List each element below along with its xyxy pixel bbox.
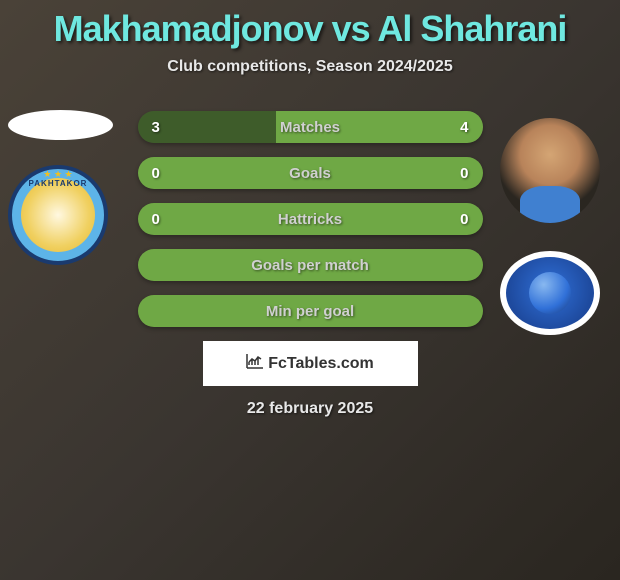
stat-left-value: 0 xyxy=(152,165,160,182)
stat-pill-hattricks: 0 Hattricks 0 xyxy=(138,203,483,235)
stat-right-value: 0 xyxy=(460,165,468,182)
comparison-date: 22 february 2025 xyxy=(0,400,620,418)
stat-pill-min-per-goal: Min per goal xyxy=(138,295,483,327)
stat-label: Matches xyxy=(280,119,340,136)
stat-row: 0 Hattricks 0 xyxy=(0,203,620,235)
comparison-title: Makhamadjonov vs Al Shahrani xyxy=(0,0,620,50)
stat-pill-goals: 0 Goals 0 xyxy=(138,157,483,189)
stat-pill-goals-per-match: Goals per match xyxy=(138,249,483,281)
stat-row: Goals per match xyxy=(0,249,620,281)
chart-icon xyxy=(246,353,264,374)
watermark-text: FcTables.com xyxy=(268,355,374,373)
stat-label: Goals xyxy=(289,165,331,182)
stat-row: 0 Goals 0 xyxy=(0,157,620,189)
stat-pill-matches: 3 Matches 4 xyxy=(138,111,483,143)
stats-container: 3 Matches 4 0 Goals 0 0 Hattricks 0 Goal… xyxy=(0,111,620,418)
watermark[interactable]: FcTables.com xyxy=(203,341,418,386)
stat-label: Goals per match xyxy=(251,257,369,274)
stat-left-value: 0 xyxy=(152,211,160,228)
comparison-subtitle: Club competitions, Season 2024/2025 xyxy=(0,58,620,76)
stat-row: 3 Matches 4 xyxy=(0,111,620,143)
stat-label: Min per goal xyxy=(266,303,354,320)
stat-right-value: 4 xyxy=(460,119,468,136)
stat-row: Min per goal xyxy=(0,295,620,327)
stat-label: Hattricks xyxy=(278,211,342,228)
stat-left-value: 3 xyxy=(152,119,160,136)
stat-right-value: 0 xyxy=(460,211,468,228)
